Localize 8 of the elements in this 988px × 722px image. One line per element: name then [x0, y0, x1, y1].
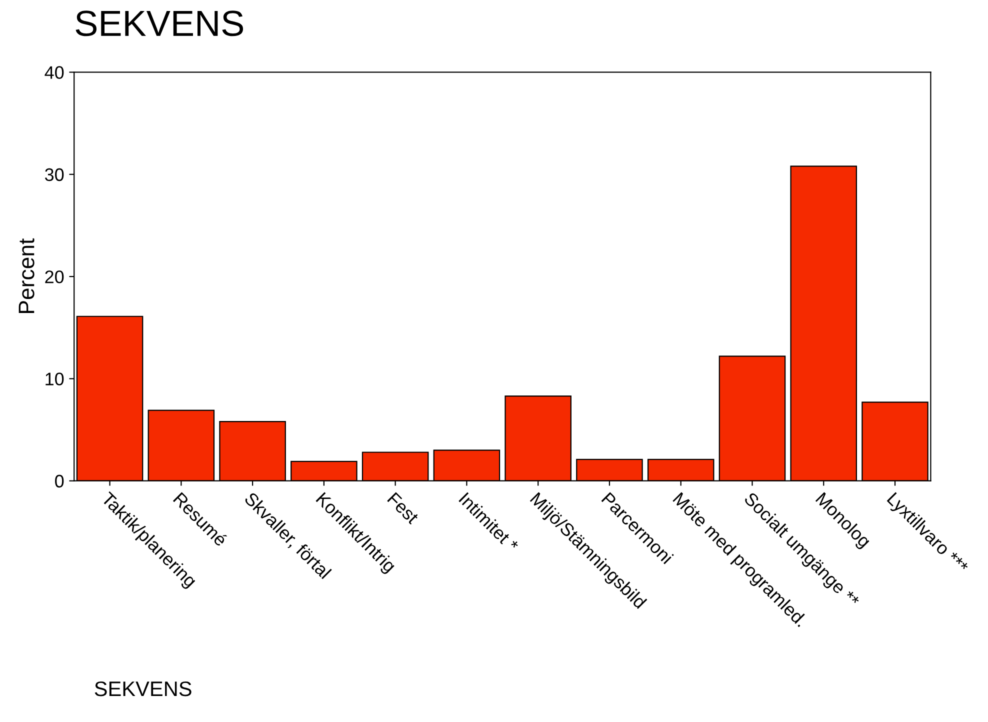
x-axis-title: SEKVENS: [94, 681, 192, 696]
y-tick-label: 40: [44, 66, 64, 79]
y-tick-label: 20: [45, 270, 64, 284]
chart-title: SEKVENS: [76, 10, 244, 36]
y-axis-title: Percent: [18, 238, 34, 313]
y-tick-label: 0: [55, 474, 64, 488]
y-tick-label: 10: [46, 372, 64, 386]
y-tick-label: 30: [44, 168, 64, 182]
